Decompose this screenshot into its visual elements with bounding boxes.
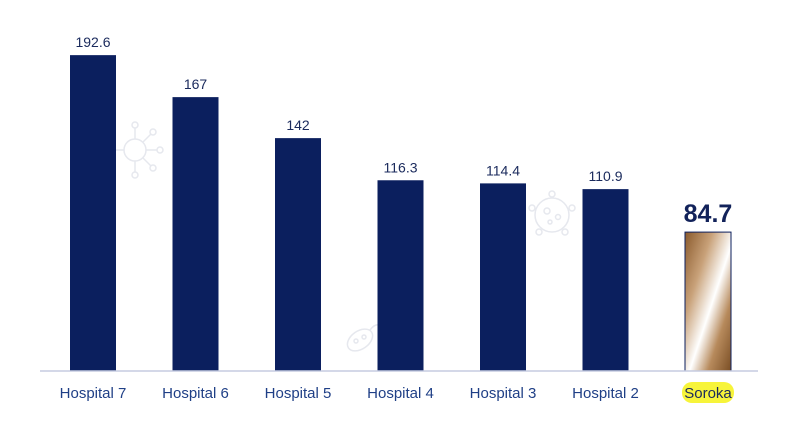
bar-hospital-6 <box>172 97 219 372</box>
value-label-hospital-2: 110.9 <box>589 168 623 184</box>
x-tick-label-hospital-7: Hospital 7 <box>60 385 127 402</box>
microbe-watermark-icon <box>346 323 383 352</box>
bar-hospital-4 <box>377 180 424 371</box>
highlight-marker <box>682 382 734 403</box>
value-label-hospital-7: 192.6 <box>75 34 110 50</box>
value-label-hospital-5: 142 <box>286 117 310 133</box>
value-label-hospital-6: 167 <box>184 76 208 92</box>
bars-layer <box>70 55 732 372</box>
bar-hospital-3 <box>480 183 526 371</box>
bar-hospital-2 <box>582 189 629 371</box>
x-tick-label-hospital-5: Hospital 5 <box>265 385 332 402</box>
bar-hospital-7 <box>70 55 116 372</box>
bar-soroka <box>684 231 732 372</box>
x-tick-label-hospital-3: Hospital 3 <box>470 385 537 402</box>
value-labels-layer: 192.6 167 142 116.3 114.4 110.9 84.7 <box>75 34 732 228</box>
value-label-hospital-4: 116.3 <box>384 159 418 175</box>
x-tick-label-hospital-4: Hospital 4 <box>367 385 434 402</box>
bar-hospital-5 <box>275 138 321 371</box>
x-tick-label-hospital-6: Hospital 6 <box>162 385 229 402</box>
value-label-hospital-3: 114.4 <box>486 162 520 178</box>
x-tick-label-soroka: Soroka <box>684 385 732 402</box>
x-tick-label-hospital-2: Hospital 2 <box>572 385 639 402</box>
bacteria-watermark-icon <box>528 190 576 236</box>
x-tick-labels-layer: Hospital 7 Hospital 6 Hospital 5 Hospital 4… <box>60 382 734 403</box>
value-label-soroka: 84.7 <box>684 200 733 228</box>
